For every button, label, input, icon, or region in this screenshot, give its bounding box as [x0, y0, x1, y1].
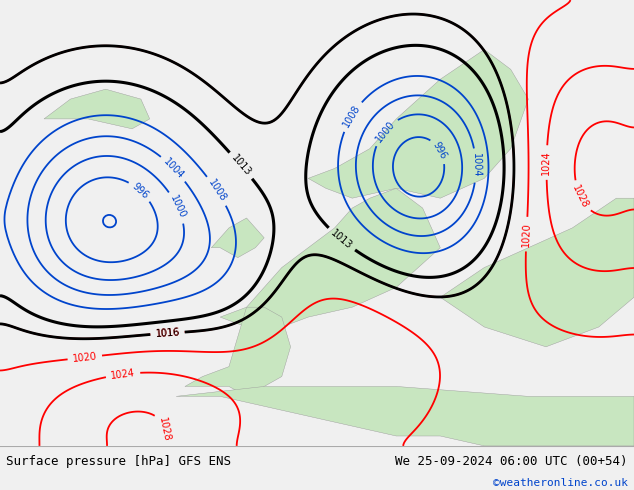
Polygon shape: [308, 49, 528, 198]
Text: 996: 996: [130, 181, 150, 201]
Text: 1008: 1008: [341, 103, 362, 129]
Text: 1016: 1016: [155, 327, 180, 339]
Text: 1024: 1024: [541, 150, 552, 175]
Text: 1020: 1020: [72, 351, 98, 364]
Text: 1013: 1013: [230, 153, 253, 178]
Polygon shape: [185, 307, 290, 396]
Text: 1004: 1004: [470, 153, 481, 178]
Text: We 25-09-2024 06:00 UTC (00+54): We 25-09-2024 06:00 UTC (00+54): [395, 455, 628, 468]
Text: 1028: 1028: [571, 184, 590, 210]
Text: 1013: 1013: [329, 228, 354, 251]
Polygon shape: [440, 198, 634, 347]
Text: Surface pressure [hPa] GFS ENS: Surface pressure [hPa] GFS ENS: [6, 455, 231, 468]
Text: ©weatheronline.co.uk: ©weatheronline.co.uk: [493, 478, 628, 489]
Polygon shape: [211, 218, 264, 258]
Polygon shape: [176, 387, 634, 446]
Text: 1008: 1008: [206, 178, 228, 204]
Text: 1000: 1000: [373, 119, 396, 144]
Text: 1024: 1024: [110, 368, 136, 381]
Text: 1016: 1016: [155, 327, 180, 339]
Text: 1004: 1004: [162, 156, 186, 181]
Polygon shape: [44, 89, 150, 129]
Text: 1000: 1000: [168, 194, 187, 221]
Polygon shape: [220, 188, 440, 327]
Text: 1028: 1028: [157, 416, 172, 442]
Text: 996: 996: [431, 140, 449, 161]
Text: 1020: 1020: [521, 221, 532, 246]
